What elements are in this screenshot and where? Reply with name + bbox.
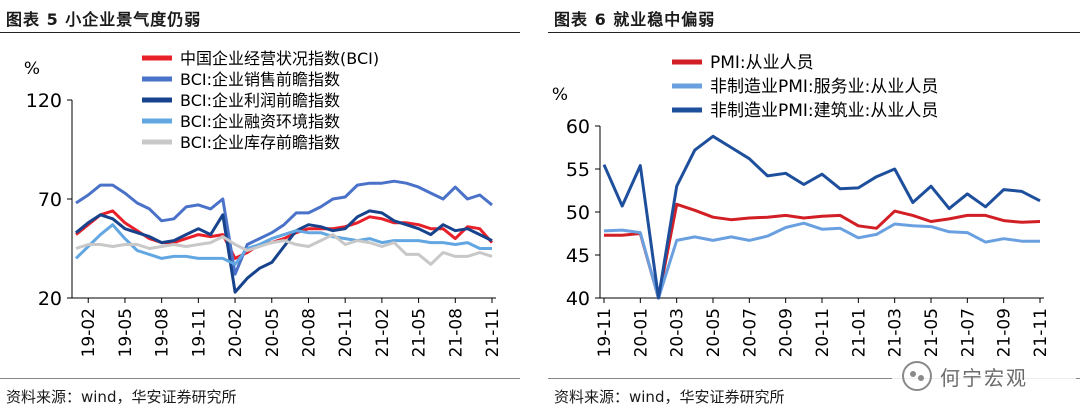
- x-tick-label: 19-11: [595, 308, 615, 357]
- legend-label: 中国企业经营状况指数(BCI): [180, 49, 379, 68]
- x-tick-label: 19-11: [189, 308, 209, 357]
- title-divider: [0, 32, 520, 33]
- y-axis-unit: %: [552, 85, 568, 105]
- x-tick-label: 21-02: [373, 308, 393, 357]
- legend-label: BCI:企业库存前瞻指数: [180, 133, 340, 152]
- x-tick-label: 21-09: [995, 308, 1015, 357]
- left-chart-title: 图表 5 小企业景气度仍弱: [6, 10, 202, 29]
- x-tick-label: 19-05: [116, 308, 136, 357]
- x-tick-label: 19-08: [153, 308, 173, 357]
- x-tick-label: 19-02: [79, 308, 99, 357]
- x-tick-label: 20-07: [740, 308, 760, 357]
- y-tick-label: 60: [566, 116, 590, 138]
- source-divider: [548, 378, 1080, 379]
- wechat-icon: [902, 361, 932, 391]
- y-tick-label: 55: [566, 159, 590, 181]
- x-tick-label: 21-11: [1031, 308, 1051, 357]
- right-chart-panel: 图表 6 就业稳中偏弱 40 45 50 55 60% 19-11 20-01 20-03 20…: [548, 0, 1080, 420]
- y-tick-label: 70: [38, 189, 62, 211]
- right-chart-title: 图表 6 就业稳中偏弱: [554, 10, 716, 29]
- y-tick-label: 45: [566, 245, 590, 267]
- x-tick-label: 20-08: [299, 308, 319, 357]
- series-line-3: [602, 134, 1041, 300]
- legend-label: 非制造业PMI:建筑业:从业人员: [710, 101, 938, 121]
- x-tick-label: 20-11: [813, 308, 833, 357]
- x-tick-label: 21-05: [922, 308, 942, 357]
- x-tick-label: 21-01: [849, 308, 869, 357]
- source-divider: [0, 378, 520, 379]
- employment-pmi-line-chart: 40 45 50 55 60% 19-11 20-01 20-03 20-05 20-07 20-0…: [552, 53, 1051, 357]
- left-chart-panel: 图表 5 小企业景气度仍弱 20 70 120% 19-02 19-05 19-08 19-…: [0, 0, 520, 420]
- legend-label: BCI:企业利润前瞻指数: [180, 91, 340, 110]
- legend-label: BCI:企业融资环境指数: [180, 112, 340, 131]
- x-tick-label: 20-09: [777, 308, 797, 357]
- x-tick-label: 21-03: [886, 308, 906, 357]
- series-line-2: [603, 221, 1040, 300]
- left-source-note: 资料来源：wind，华安证券研究所: [6, 388, 237, 406]
- x-tick-label: 21-08: [446, 308, 466, 357]
- y-tick-label: 40: [566, 288, 590, 310]
- series-line-4: [74, 223, 492, 266]
- right-source-note: 资料来源：wind，华安证券研究所: [554, 388, 785, 406]
- watermark-text: 何宁宏观: [940, 365, 1028, 390]
- x-tick-label: 20-05: [263, 308, 283, 357]
- x-tick-label: 20-11: [336, 308, 356, 357]
- x-tick-label: 20-03: [668, 308, 688, 357]
- y-tick-label: 20: [38, 288, 62, 310]
- series-line-5: [75, 233, 493, 266]
- x-tick-label: 20-05: [704, 308, 724, 357]
- x-tick-label: 21-07: [958, 308, 978, 357]
- legend-label: 非制造业PMI:服务业:从业人员: [710, 77, 938, 97]
- title-divider: [548, 32, 1080, 33]
- x-tick-label: 20-01: [631, 308, 651, 357]
- x-tick-label: 21-05: [410, 308, 430, 357]
- x-tick-label: 21-11: [483, 308, 503, 357]
- legend-label: PMI:从业人员: [710, 53, 814, 73]
- x-tick-label: 20-02: [226, 308, 246, 357]
- y-tick-label: 120: [26, 90, 62, 112]
- y-axis-unit: %: [24, 59, 40, 79]
- legend-label: BCI:企业销售前瞻指数: [180, 70, 340, 89]
- watermark: 何宁宏观: [892, 356, 1076, 396]
- bci-line-chart: 20 70 120% 19-02 19-05 19-08 19-11 20-02 20-05 20…: [24, 49, 503, 357]
- series-line-2: [75, 179, 493, 276]
- y-tick-label: 50: [566, 202, 590, 224]
- series-line-3: [75, 209, 493, 294]
- series-line-1: [604, 202, 1041, 300]
